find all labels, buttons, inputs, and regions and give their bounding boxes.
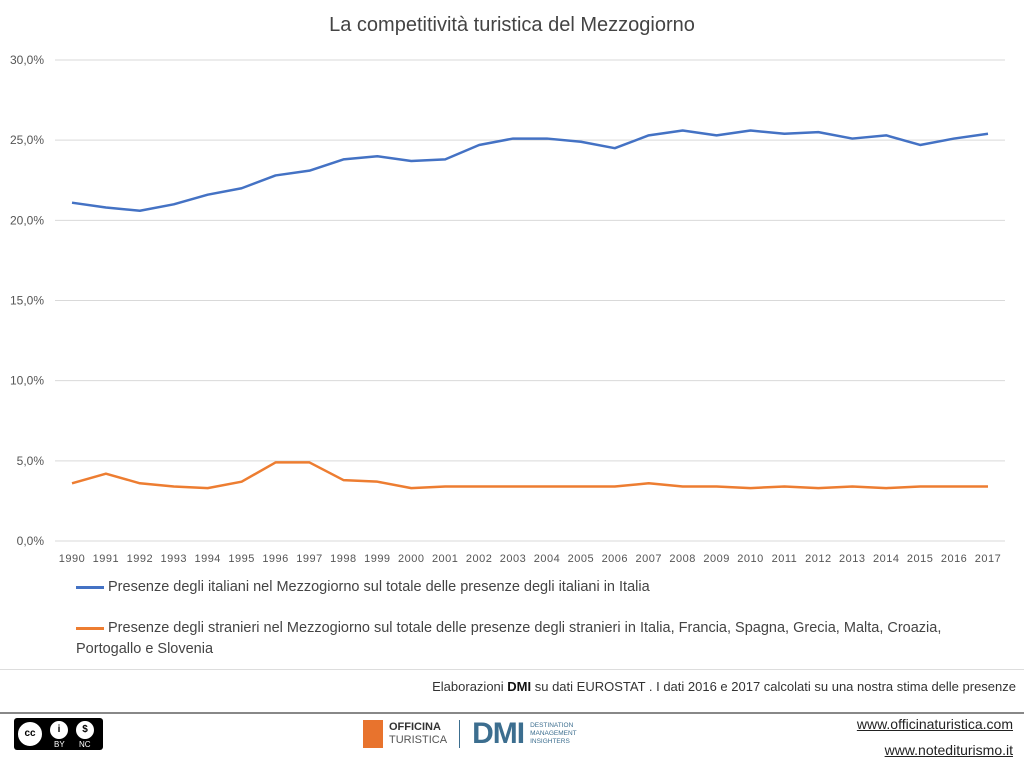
x-tick-label: 2012 xyxy=(805,553,831,565)
x-tick-label: 2007 xyxy=(635,553,661,565)
legend-label: Presenze degli stranieri nel Mezzogiorno… xyxy=(76,620,942,657)
legend-label: Presenze degli italiani nel Mezzogiorno … xyxy=(108,579,650,595)
dmi-logo-subtitle: DESTINATION MANAGEMENT INSIGHTERS xyxy=(530,722,577,745)
x-tick-label: 2013 xyxy=(839,553,865,565)
x-tick-label: 2017 xyxy=(975,553,1001,565)
x-tick-label: 2002 xyxy=(466,553,492,565)
officina-logo-icon xyxy=(363,720,383,748)
x-tick-label: 1991 xyxy=(93,553,119,565)
series-line-1 xyxy=(71,461,988,490)
y-tick-label: 20,0% xyxy=(10,213,44,227)
y-tick-label: 30,0% xyxy=(10,53,44,67)
cc-icon: cc xyxy=(18,722,42,746)
x-tick-label: 2000 xyxy=(398,553,424,565)
x-tick-label: 2010 xyxy=(737,553,763,565)
divider xyxy=(0,669,1024,670)
x-tick-label: 2011 xyxy=(772,553,798,565)
x-tick-label: 2008 xyxy=(669,553,695,565)
y-tick-label: 10,0% xyxy=(10,374,44,388)
x-tick-label: 2016 xyxy=(941,553,967,565)
chart-title: La competitività turistica del Mezzogior… xyxy=(329,14,695,36)
divider xyxy=(0,712,1024,714)
by-icon: i xyxy=(50,721,68,739)
x-tick-label: 2015 xyxy=(907,553,933,565)
x-tick-label: 2005 xyxy=(568,553,594,565)
cc-by-nc-license-badge: cc i $ BY NC xyxy=(14,718,103,750)
x-tick-label: 1995 xyxy=(228,553,254,565)
series-line-0 xyxy=(71,129,989,212)
legend-swatch xyxy=(76,626,104,630)
x-tick-label: 1990 xyxy=(59,553,85,565)
legend-item-italiani: Presenze degli italiani nel Mezzogiorno … xyxy=(76,577,650,598)
officina-logo-text: OFFICINA TURISTICA xyxy=(389,721,448,746)
link-notediturismo[interactable]: www.notediturismo.it xyxy=(884,742,1013,758)
y-tick-label: 15,0% xyxy=(10,294,44,308)
x-tick-label: 2014 xyxy=(873,553,899,565)
link-officinaturistica[interactable]: www.officinaturistica.com xyxy=(856,716,1013,732)
nc-icon: $ xyxy=(76,721,94,739)
y-tick-label: 25,0% xyxy=(10,133,44,147)
x-tick-label: 1994 xyxy=(194,553,220,565)
x-tick-label: 2003 xyxy=(500,553,526,565)
x-tick-label: 1992 xyxy=(127,553,153,565)
x-tick-label: 1996 xyxy=(262,553,288,565)
line-chart: 0,0% 5,0% 10,0% 15,0% 20,0% 25,0% 30,0% 1990 199… xyxy=(10,53,1005,565)
x-tick-label: 2004 xyxy=(534,553,560,565)
x-tick-label: 2009 xyxy=(703,553,729,565)
x-tick-label: 1997 xyxy=(296,553,322,565)
y-tick-label: 0,0% xyxy=(17,534,45,548)
legend-item-stranieri: Presenze degli stranieri nel Mezzogiorno… xyxy=(76,618,996,660)
nc-label: NC xyxy=(79,740,91,749)
by-label: BY xyxy=(54,740,65,749)
x-tick-label: 2001 xyxy=(432,553,458,565)
x-tick-label: 1999 xyxy=(364,553,390,565)
x-tick-label: 1998 xyxy=(330,553,356,565)
x-tick-label: 1993 xyxy=(161,553,187,565)
source-note: Elaborazioni DMI su dati EUROSTAT . I da… xyxy=(432,679,1016,694)
legend-swatch xyxy=(76,585,104,589)
y-tick-label: 5,0% xyxy=(17,454,45,468)
partner-logos: OFFICINA TURISTICA DMI DESTINATION MANAGEM… xyxy=(363,717,577,750)
dmi-logo: DMI xyxy=(472,717,525,750)
x-tick-label: 2006 xyxy=(602,553,628,565)
